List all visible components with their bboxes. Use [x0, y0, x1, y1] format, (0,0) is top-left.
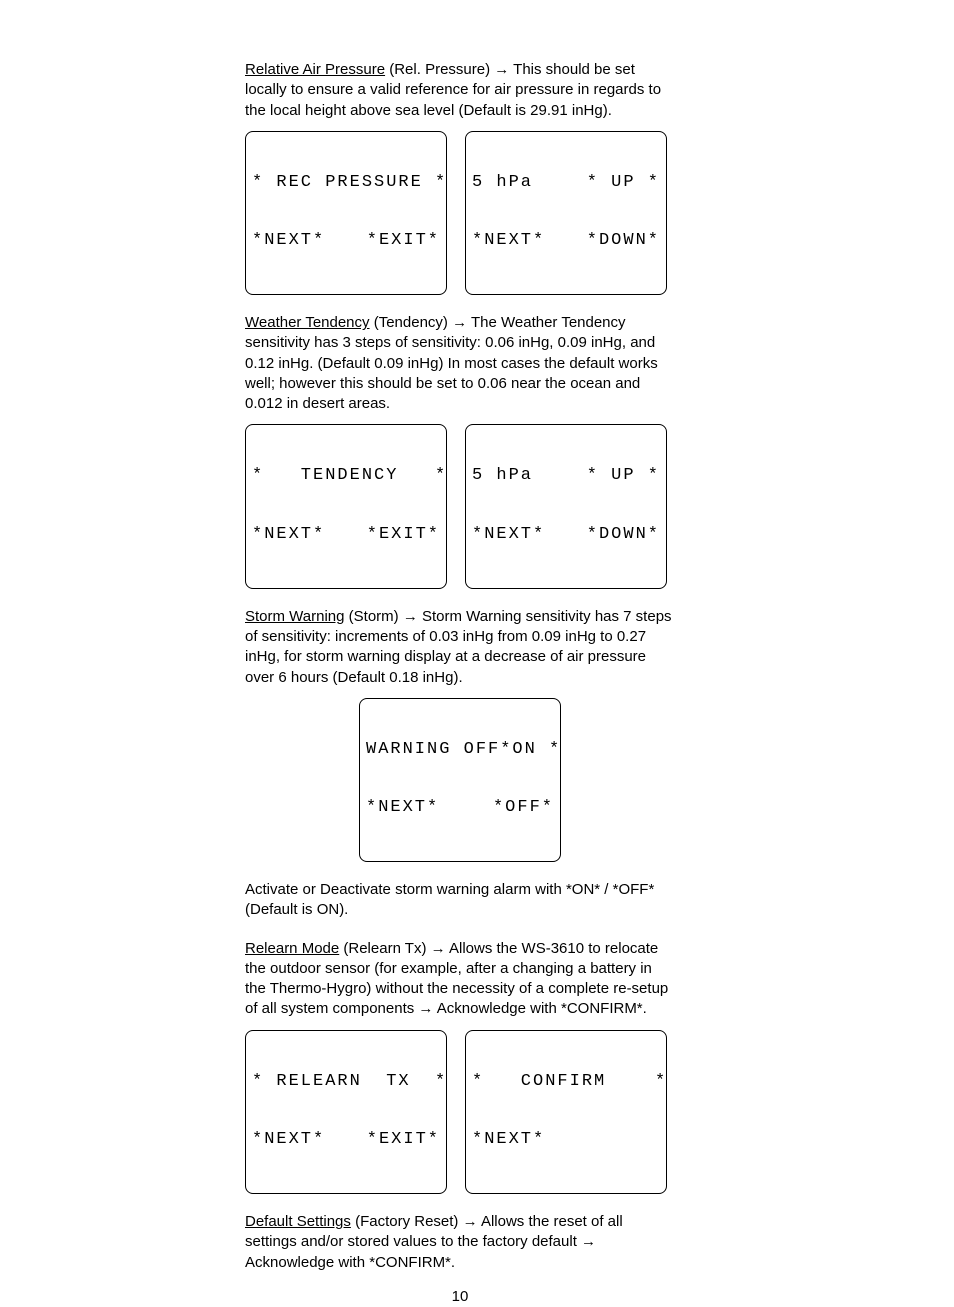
lcd-text: * UP * — [587, 466, 660, 486]
heading-storm: Storm Warning — [245, 608, 344, 625]
heading-relearn: Relearn Mode — [245, 940, 339, 957]
paragraph-storm: Storm Warning (Storm) → Storm Warning se… — [245, 607, 675, 688]
paragraph-tendency: Weather Tendency (Tendency) → The Weathe… — [245, 313, 675, 414]
lcd-display: * RELEARN TX * *NEXT* *EXIT* — [245, 1030, 447, 1194]
lcd-text: *EXIT* — [367, 525, 440, 545]
lcd-display: * TENDENCY * *NEXT* *EXIT* — [245, 424, 447, 588]
paren-rel-pressure: (Rel. Pressure) — [389, 61, 490, 78]
lcd-text: *EXIT* — [367, 231, 440, 251]
lcd-text: 5 hPa — [472, 466, 533, 486]
lcd-text: *NEXT* — [472, 231, 545, 251]
lcd-text: *NEXT* — [472, 525, 545, 545]
lcd-text: * TENDENCY * — [252, 466, 447, 486]
arrow-icon: → — [463, 1213, 478, 1230]
lcd-text: *NEXT* — [252, 525, 325, 545]
lcd-text: *NEXT* — [472, 1130, 545, 1150]
document-page: Relative Air Pressure (Rel. Pressure) → … — [0, 0, 954, 1307]
arrow-icon: → — [494, 61, 509, 78]
heading-rel-pressure: Relative Air Pressure — [245, 61, 385, 78]
lcd-display: 5 hPa * UP * *NEXT* *DOWN* — [465, 131, 667, 295]
arrow-icon: → — [452, 314, 467, 331]
body-text: Relative Air Pressure (Rel. Pressure) → … — [245, 60, 675, 1307]
lcd-text: *NEXT* — [366, 798, 439, 818]
lcd-text: *DOWN* — [587, 525, 660, 545]
lcd-text: 5 hPa — [472, 173, 533, 193]
paragraph-relearn: Relearn Mode (Relearn Tx) → Allows the W… — [245, 939, 675, 1020]
paren-default: (Factory Reset) — [355, 1213, 458, 1230]
lcd-text: *NEXT* — [252, 231, 325, 251]
lcd-group-storm: WARNING OFF*ON * *NEXT* *OFF* — [245, 698, 675, 862]
paragraph-storm-after: Activate or Deactivate storm warning ala… — [245, 880, 675, 921]
lcd-group-relearn: * RELEARN TX * *NEXT* *EXIT* * CONFIRM * … — [245, 1030, 675, 1194]
paren-relearn: (Relearn Tx) — [343, 940, 426, 957]
lcd-text: *EXIT* — [367, 1130, 440, 1150]
lcd-display: * CONFIRM * *NEXT* — [465, 1030, 667, 1194]
lcd-text: *NEXT* — [252, 1130, 325, 1150]
lcd-text: * RELEARN TX * — [252, 1072, 447, 1092]
lcd-text: WARNING OFF*ON * — [366, 740, 561, 760]
heading-default: Default Settings — [245, 1213, 351, 1230]
lcd-group-relpressure: * REC PRESSURE * *NEXT* *EXIT* 5 hPa * UP … — [245, 131, 675, 295]
lcd-text: *OFF* — [493, 798, 554, 818]
lcd-text: * REC PRESSURE * — [252, 173, 447, 193]
lcd-text: * CONFIRM * — [472, 1072, 667, 1092]
lcd-text: * UP * — [587, 173, 660, 193]
lcd-group-tendency: * TENDENCY * *NEXT* *EXIT* 5 hPa * UP * *N… — [245, 424, 675, 588]
lcd-text: *DOWN* — [587, 231, 660, 251]
lcd-display: * REC PRESSURE * *NEXT* *EXIT* — [245, 131, 447, 295]
heading-tendency: Weather Tendency — [245, 314, 370, 331]
lcd-display: WARNING OFF*ON * *NEXT* *OFF* — [359, 698, 561, 862]
arrow-icon: → — [431, 940, 446, 957]
paren-tendency: (Tendency) — [374, 314, 448, 331]
paren-storm: (Storm) — [349, 608, 399, 625]
paragraph-default: Default Settings (Factory Reset) → Allow… — [245, 1212, 675, 1273]
paragraph-rel-pressure: Relative Air Pressure (Rel. Pressure) → … — [245, 60, 675, 121]
page-number: 10 — [245, 1287, 675, 1307]
arrow-icon: → — [403, 608, 418, 625]
lcd-display: 5 hPa * UP * *NEXT* *DOWN* — [465, 424, 667, 588]
